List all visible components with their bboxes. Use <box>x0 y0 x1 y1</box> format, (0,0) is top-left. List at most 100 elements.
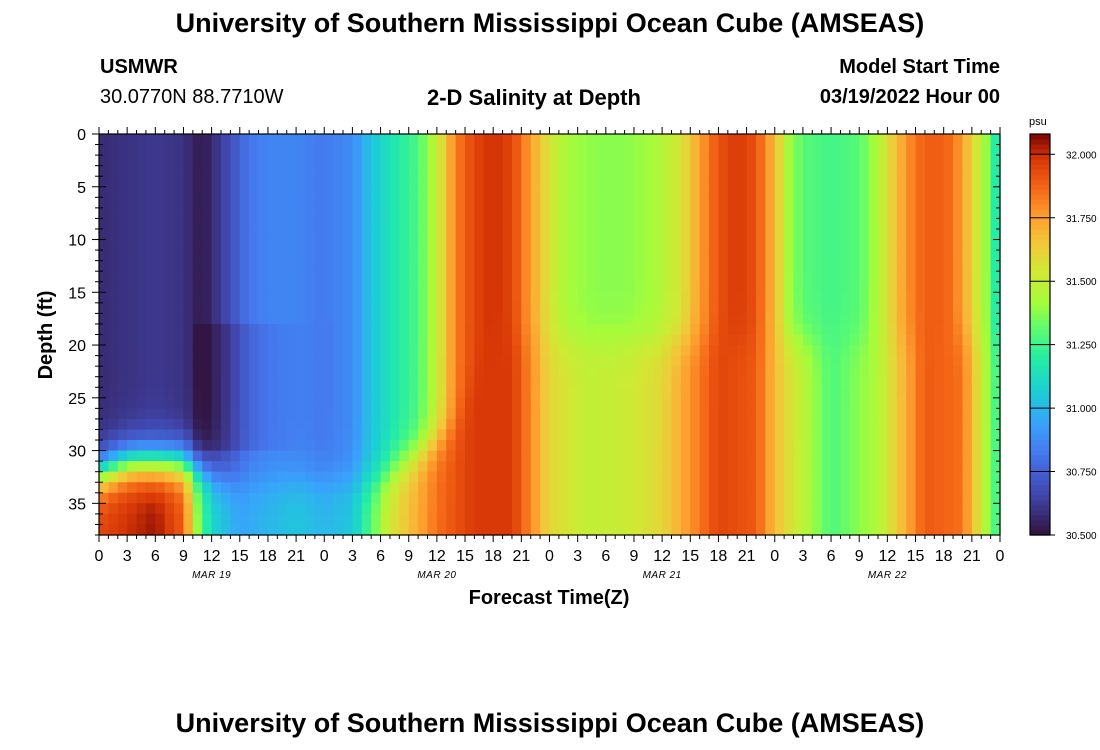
heatmap-cell <box>793 134 804 146</box>
heatmap-cell <box>558 355 569 367</box>
heatmap-cell <box>690 239 701 251</box>
heatmap-cell <box>615 281 626 293</box>
heatmap-cell <box>446 408 457 420</box>
heatmap-cell <box>868 176 879 188</box>
heatmap-cell <box>709 144 720 156</box>
heatmap-cell <box>174 376 185 388</box>
heatmap-cell <box>549 492 560 504</box>
heatmap-cell <box>305 440 316 452</box>
heatmap-cell <box>793 397 804 409</box>
heatmap-cell <box>465 281 476 293</box>
colorbar-swatch <box>1030 314 1050 321</box>
heatmap-cell <box>399 228 410 241</box>
heatmap-cell <box>549 144 560 156</box>
heatmap-cell <box>915 218 926 230</box>
heatmap-cell <box>192 397 203 409</box>
heatmap-cell <box>868 155 879 167</box>
colorbar-swatch <box>1030 529 1050 536</box>
heatmap-cell <box>211 450 222 462</box>
heatmap-cell <box>192 503 203 515</box>
heatmap-cell <box>164 271 175 283</box>
heatmap-cell <box>239 186 250 198</box>
heatmap-cell <box>117 492 128 504</box>
heatmap-cell <box>915 366 926 378</box>
heatmap-cell <box>380 207 391 220</box>
heatmap-cell <box>483 250 494 262</box>
heatmap-cell <box>755 440 766 452</box>
heatmap-cell <box>953 345 964 357</box>
heatmap-cell <box>896 313 907 325</box>
heatmap-cell <box>877 323 888 336</box>
heatmap-cell <box>718 440 729 452</box>
heatmap-cell <box>774 260 785 272</box>
heatmap-cell <box>305 218 316 230</box>
heatmap-cell <box>502 376 513 388</box>
heatmap-cell <box>99 239 109 251</box>
heatmap-cell <box>418 461 429 473</box>
heatmap-cell <box>887 155 898 167</box>
heatmap-cell <box>924 524 935 536</box>
heatmap-cell <box>211 250 222 262</box>
heatmap-cell <box>324 450 335 462</box>
heatmap-cell <box>934 513 945 526</box>
heatmap-cell <box>774 524 785 536</box>
heatmap-cell <box>99 292 109 304</box>
heatmap-cell <box>155 482 166 494</box>
heatmap-cell <box>521 302 532 314</box>
heatmap-cell <box>483 260 494 272</box>
heatmap-cell <box>840 207 851 220</box>
heatmap-cell <box>155 461 166 473</box>
heatmap-cell <box>305 281 316 293</box>
heatmap-cell <box>643 292 654 304</box>
heatmap-cell <box>596 207 607 220</box>
heatmap-cell <box>896 387 907 399</box>
heatmap-cell <box>615 271 626 283</box>
heatmap-cell <box>709 334 720 346</box>
heatmap-cell <box>671 471 682 483</box>
heatmap-cell <box>371 408 382 420</box>
heatmap-cell <box>211 186 222 198</box>
heatmap-cell <box>511 218 522 230</box>
heatmap-cell <box>267 503 278 515</box>
heatmap-cell <box>671 408 682 420</box>
heatmap-cell <box>192 239 203 251</box>
heatmap-cell <box>502 197 513 209</box>
heatmap-cell <box>136 524 147 536</box>
heatmap-cell <box>145 366 156 378</box>
heatmap-cell <box>371 228 382 241</box>
heatmap-cell <box>324 239 335 251</box>
heatmap-cell <box>418 418 429 431</box>
heatmap-cell <box>680 250 691 262</box>
heatmap-cell <box>558 387 569 399</box>
heatmap-cell <box>877 429 888 441</box>
colorbar-swatch <box>1030 274 1050 280</box>
y-tick-label: 15 <box>68 285 86 302</box>
heatmap-cell <box>540 366 551 378</box>
heatmap-cell <box>202 134 213 146</box>
heatmap-cell <box>164 250 175 262</box>
heatmap-cell <box>164 313 175 325</box>
heatmap-cell <box>108 397 119 409</box>
heatmap-cell <box>305 408 316 420</box>
heatmap-cell <box>596 239 607 251</box>
heatmap-cell <box>840 376 851 388</box>
heatmap-cell <box>399 207 410 220</box>
heatmap-cell <box>549 513 560 526</box>
heatmap-cell <box>906 144 917 156</box>
heatmap-cell <box>530 144 541 156</box>
heatmap-cell <box>812 418 823 431</box>
heatmap-cell <box>934 197 945 209</box>
heatmap-cell <box>596 513 607 526</box>
heatmap-cell <box>746 155 757 167</box>
heatmap-cell <box>174 165 185 177</box>
heatmap-cell <box>587 503 598 515</box>
heatmap-cell <box>868 302 879 314</box>
heatmap-cell <box>277 165 288 177</box>
heatmap-cell <box>577 228 588 241</box>
heatmap-cell <box>643 418 654 431</box>
x-tick-label: 0 <box>95 548 104 565</box>
heatmap-cell <box>971 334 982 346</box>
heatmap-cell <box>230 228 241 241</box>
heatmap-cell <box>624 186 635 198</box>
heatmap-cell <box>127 260 138 272</box>
